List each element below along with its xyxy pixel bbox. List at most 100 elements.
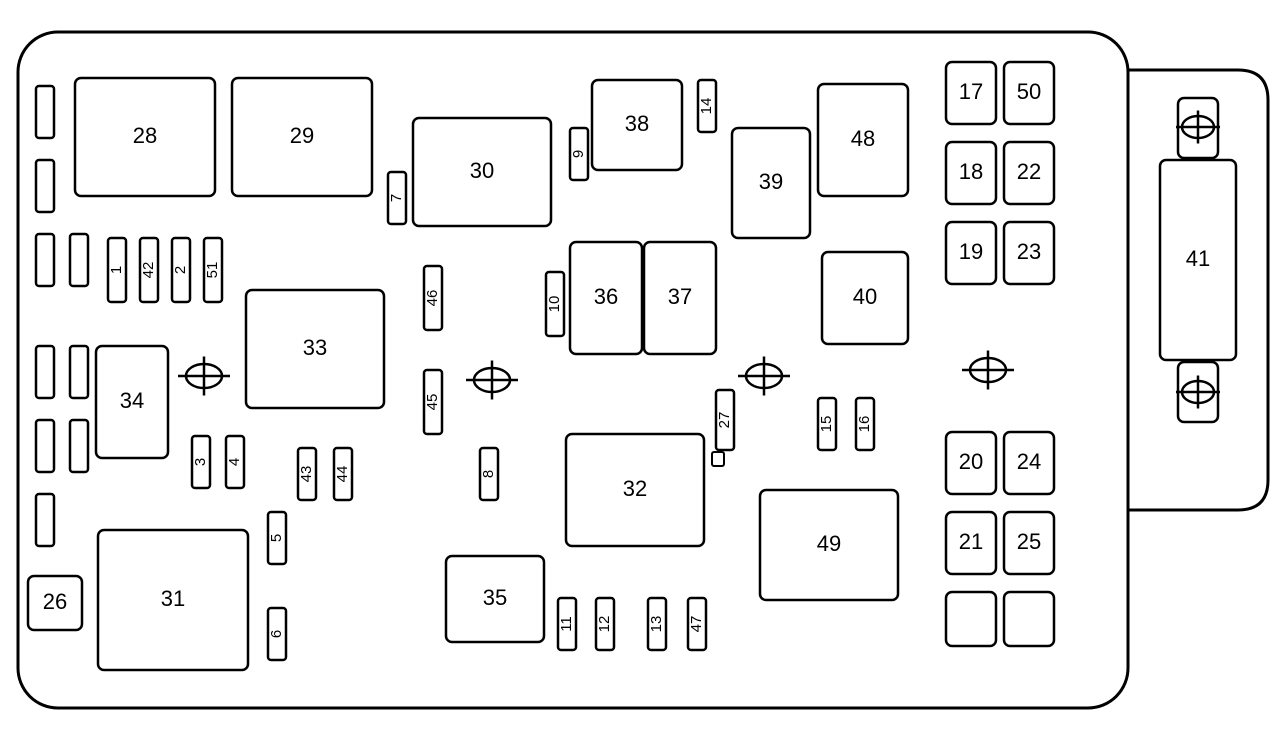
fuse-label: 13 [648, 616, 665, 633]
fuse-9: 9 [570, 128, 588, 180]
fuse-label: 38 [625, 111, 649, 136]
fuse-label: 43 [298, 466, 315, 483]
fuse-label: 30 [470, 158, 494, 183]
blank-slot [36, 86, 54, 138]
fuse-42: 42 [140, 238, 158, 302]
fuse-35: 35 [446, 556, 544, 642]
fuse-label: 33 [303, 335, 327, 360]
fuse-41: 41 [1160, 160, 1236, 360]
fuse-6: 6 [268, 608, 286, 660]
fuse-43: 43 [298, 448, 316, 500]
fuse-label: 7 [388, 194, 405, 202]
fuse-5: 5 [268, 512, 286, 564]
fuse-label: 23 [1017, 239, 1041, 264]
fuse-30: 30 [413, 118, 551, 226]
fuse-label: 2 [172, 266, 189, 274]
fuse-label: 45 [424, 394, 441, 411]
fuse-8: 8 [480, 448, 498, 500]
fuse-26: 26 [28, 576, 82, 630]
fuse-label: 49 [817, 531, 841, 556]
fuse-label: 17 [959, 79, 983, 104]
fuse-label: 26 [43, 589, 67, 614]
blank-slot [70, 420, 88, 472]
fuse-51: 51 [204, 238, 222, 302]
blank-slot [36, 346, 54, 398]
fuse-label: 25 [1017, 529, 1041, 554]
fuse-38: 38 [592, 80, 682, 170]
fuse-44: 44 [334, 448, 352, 500]
fuse-label: 5 [268, 534, 285, 542]
blank-slot [70, 234, 88, 286]
blank-slot [1004, 592, 1054, 646]
fuse-label: 10 [546, 296, 563, 313]
fuse-39: 39 [732, 128, 810, 238]
fuse-label: 32 [623, 476, 647, 501]
fuse-label: 22 [1017, 159, 1041, 184]
fuse-label: 14 [698, 98, 715, 115]
fuse-label: 4 [226, 458, 243, 466]
fuse-11: 11 [558, 598, 576, 650]
fuse-46: 46 [424, 266, 442, 330]
fuse-label: 27 [716, 412, 733, 429]
fuse-label: 12 [596, 616, 613, 633]
fuse-50: 50 [1004, 62, 1054, 124]
blank-slot [36, 494, 54, 546]
fuse-22: 22 [1004, 142, 1054, 204]
fuse-48: 48 [818, 84, 908, 196]
fuse-label: 40 [853, 284, 877, 309]
fuse-25: 25 [1004, 512, 1054, 574]
blank-slot [36, 234, 54, 286]
fuse-4: 4 [226, 436, 244, 488]
fuse-13: 13 [648, 598, 666, 650]
fuse-label: 31 [161, 586, 185, 611]
fuse-1: 1 [108, 238, 126, 302]
blank-slot [946, 592, 996, 646]
fuse-45: 45 [424, 370, 442, 434]
fuse-36: 36 [570, 242, 642, 354]
fuse-16: 16 [856, 398, 874, 450]
fuse-20: 20 [946, 432, 996, 494]
fuse-label: 20 [959, 449, 983, 474]
fuse-28: 28 [75, 78, 215, 196]
blank-slot [36, 160, 54, 212]
fuse-label: 18 [959, 159, 983, 184]
fuse-label: 28 [133, 123, 157, 148]
fuse-40: 40 [822, 252, 908, 344]
fuse-label: 11 [558, 616, 575, 632]
fuse-label: 42 [140, 262, 157, 279]
fuse-14: 14 [698, 80, 716, 132]
fuse-label: 9 [570, 150, 587, 158]
fuse-2: 2 [172, 238, 190, 302]
fuse-label: 29 [290, 123, 314, 148]
fuse-47: 47 [688, 598, 706, 650]
fuse-23: 23 [1004, 222, 1054, 284]
fuse-29: 29 [232, 78, 372, 196]
fuse-37: 37 [644, 242, 716, 354]
fuse-32: 32 [566, 434, 704, 546]
fuse-label: 51 [204, 262, 221, 279]
fuse-label: 36 [594, 284, 618, 309]
fuse-15: 15 [818, 398, 836, 450]
fuse-label: 41 [1186, 246, 1210, 271]
fuse-label: 16 [856, 416, 873, 433]
fuse-label: 19 [959, 239, 983, 264]
fuse-label: 44 [334, 466, 351, 483]
blank-slot [36, 420, 54, 472]
fuse-label: 21 [959, 529, 983, 554]
fuse-33: 33 [246, 290, 384, 408]
fuse-label: 37 [668, 284, 692, 309]
fuse-label: 50 [1017, 79, 1041, 104]
fuse-18: 18 [946, 142, 996, 204]
fuse-34: 34 [96, 346, 168, 458]
fuse-label: 1 [108, 266, 125, 274]
fuse-label: 35 [483, 585, 507, 610]
fuse-3: 3 [192, 436, 210, 488]
notch [712, 452, 724, 466]
fuse-label: 24 [1017, 449, 1041, 474]
fuse-19: 19 [946, 222, 996, 284]
fuse-24: 24 [1004, 432, 1054, 494]
fuse-49: 49 [760, 490, 898, 600]
fuse-31: 31 [98, 530, 248, 670]
fuse-label: 48 [851, 126, 875, 151]
fuse-label: 8 [480, 470, 497, 478]
